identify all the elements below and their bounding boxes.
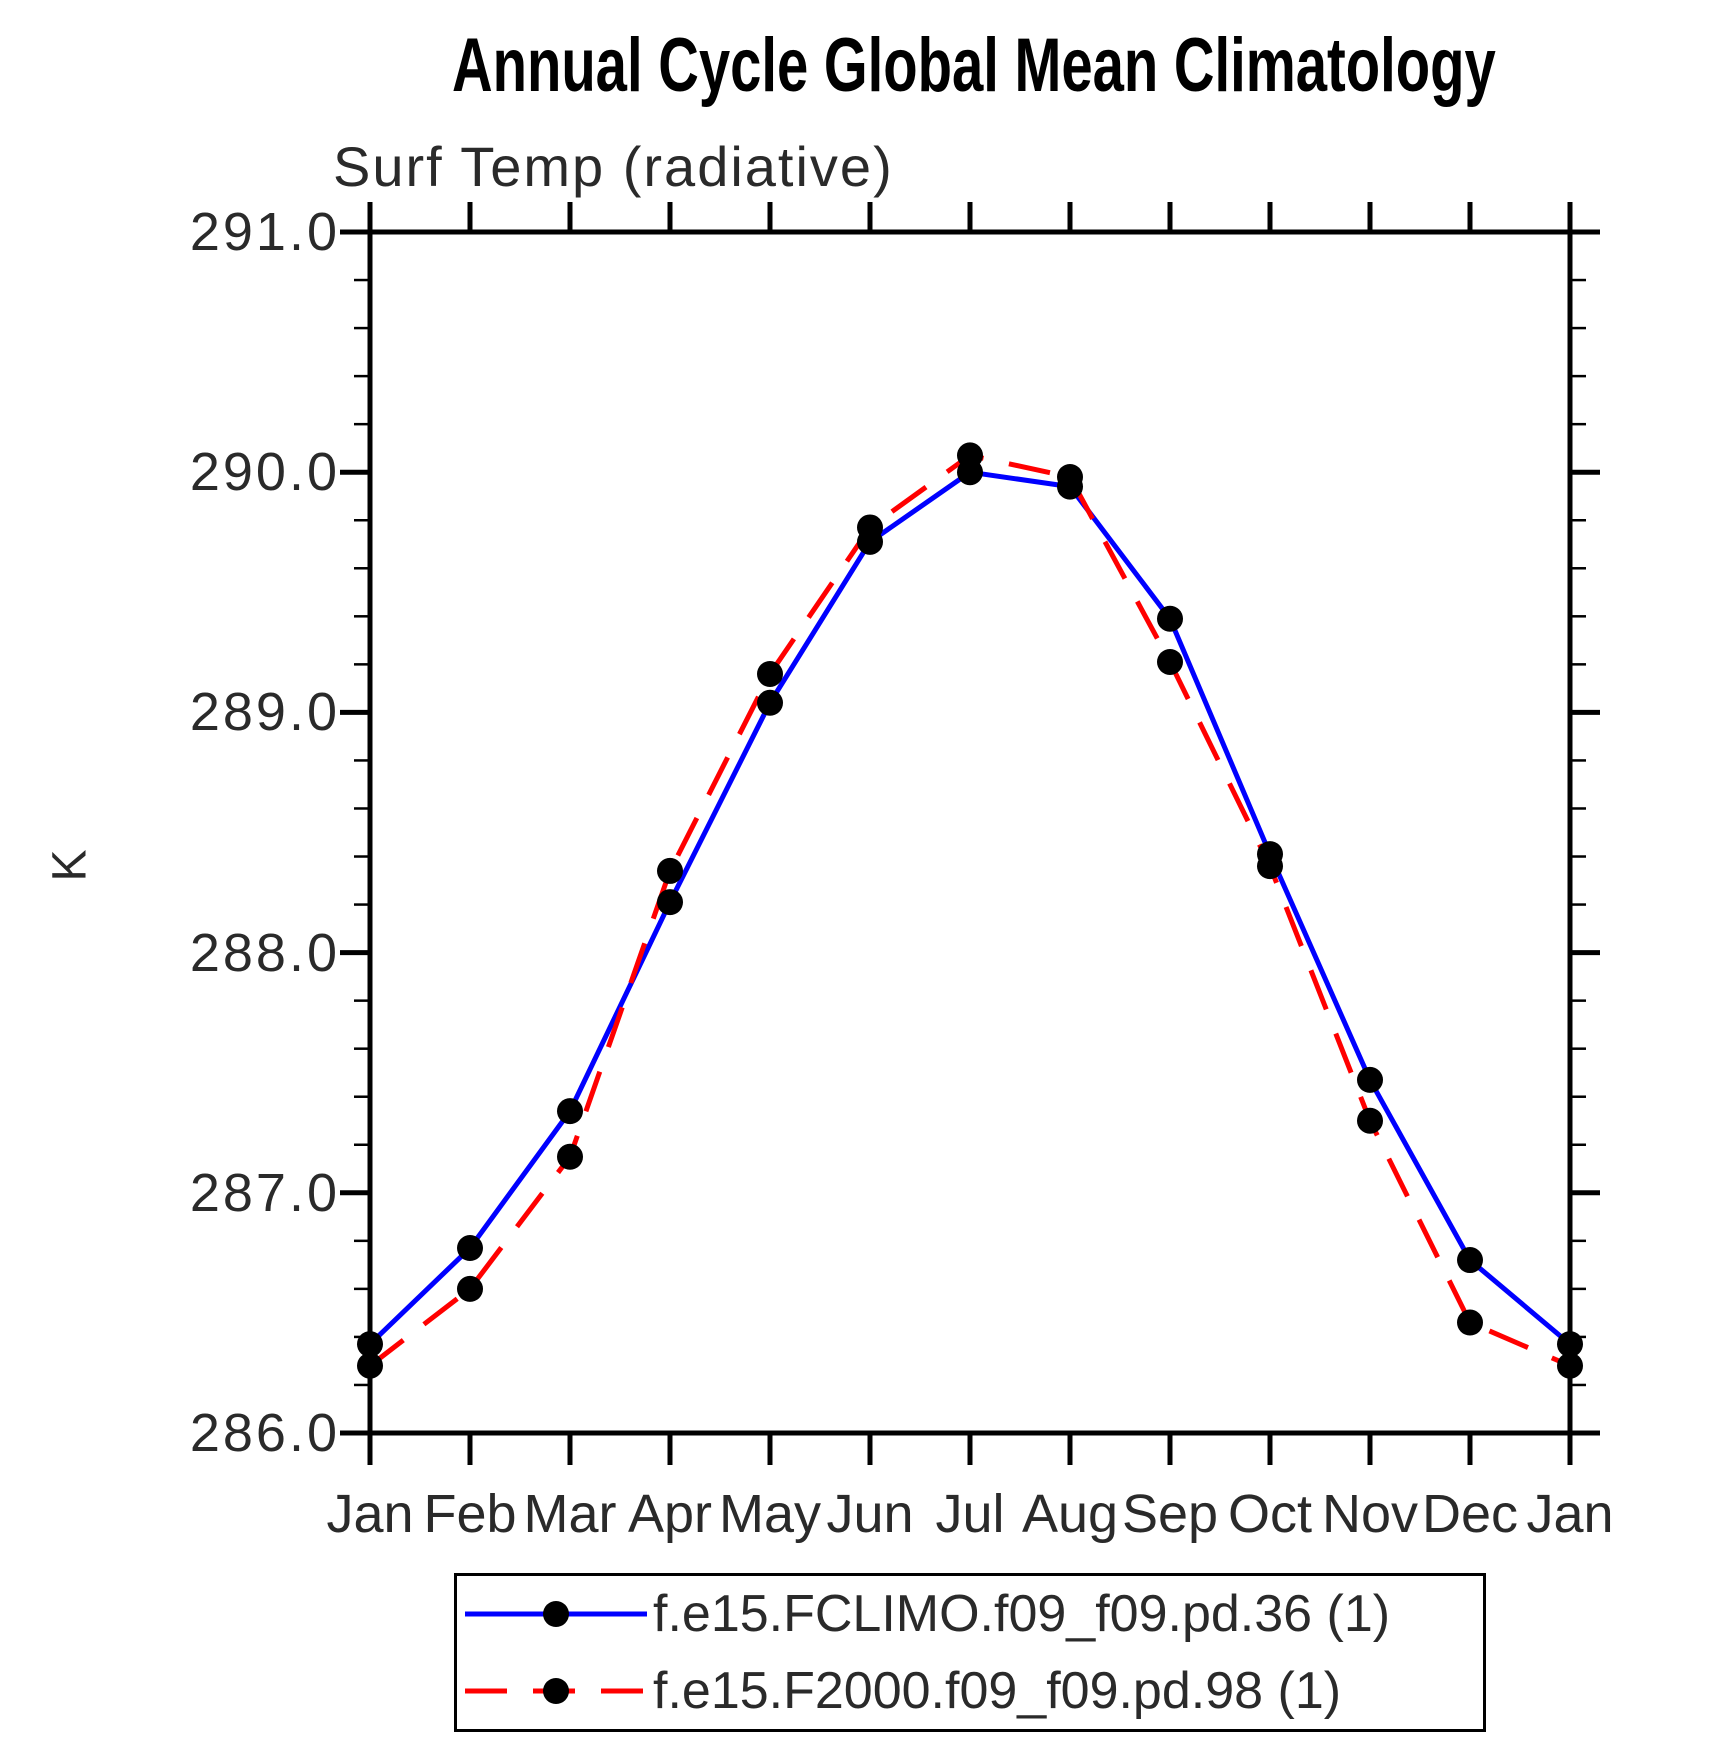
data-point-marker [757,689,783,716]
x-tick-label: Oct [1227,1484,1312,1544]
series-line-0 [368,469,1572,1347]
data-point-marker [357,1331,383,1358]
data-point-marker [1457,1309,1483,1336]
legend: f.e15.FCLIMO.f09_f09.pd.36 (1) f.e15.F20… [454,1573,1486,1732]
data-point-marker [657,857,683,884]
data-point-marker [1257,853,1283,880]
x-tick-label: Jul [935,1484,1005,1544]
series-line-1 [368,452,1571,1369]
x-tick-label: Sep [1121,1484,1219,1544]
data-point-marker [557,1143,583,1170]
legend-line-sample-solid [465,1601,647,1628]
y-tick-label: 289.0 [189,682,340,743]
data-point-marker [557,1098,583,1125]
data-point-marker [357,1352,383,1379]
legend-item-f2000: f.e15.F2000.f09_f09.pd.98 (1) [457,1661,1483,1721]
legend-marker-dot [543,1601,569,1628]
plot-subtitle: Surf Temp (radiative) [333,135,894,198]
legend-item-fclimo: f.e15.FCLIMO.f09_f09.pd.36 (1) [457,1584,1483,1644]
y-tick-label: 291.0 [189,202,340,262]
data-point-marker [657,889,683,916]
x-tick-label: Apr [627,1484,713,1544]
data-point-marker [1357,1107,1383,1134]
x-tick-label: Aug [1021,1484,1119,1544]
x-tick-label: Mar [523,1484,617,1544]
legend-line-sample-dashed [465,1677,647,1704]
data-point-marker [457,1275,483,1302]
data-point-marker [957,442,983,469]
data-point-marker [457,1235,483,1262]
x-tick-label: May [718,1484,821,1544]
data-point-marker [1557,1331,1583,1358]
page-title: Annual Cycle Global Mean Climatology [452,23,1496,108]
y-tick-label: 288.0 [189,922,340,983]
data-point-marker [1557,1352,1583,1379]
legend-marker-dot [543,1677,569,1704]
x-tick-label: Jan [1526,1484,1614,1544]
data-point-marker [857,514,883,541]
legend-label-f2000: f.e15.F2000.f09_f09.pd.98 (1) [653,1661,1342,1720]
x-tick-label: Feb [423,1484,517,1544]
x-tick-label: Jan [326,1484,414,1544]
legend-label-fclimo: f.e15.FCLIMO.f09_f09.pd.36 (1) [653,1585,1391,1644]
x-tick-label: Dec [1421,1484,1519,1544]
data-point-marker [1157,648,1183,675]
data-point-marker [757,660,783,687]
data-point-marker [1157,605,1183,632]
y-tick-label: 290.0 [189,442,340,503]
x-tick-label: Jun [826,1484,914,1544]
x-tick-label: Nov [1321,1484,1419,1544]
data-point-marker [1457,1247,1483,1274]
data-point-marker [1357,1066,1383,1093]
data-point-marker [1057,464,1083,491]
y-tick-label: 287.0 [189,1162,340,1223]
y-tick-label: 286.0 [189,1403,340,1463]
